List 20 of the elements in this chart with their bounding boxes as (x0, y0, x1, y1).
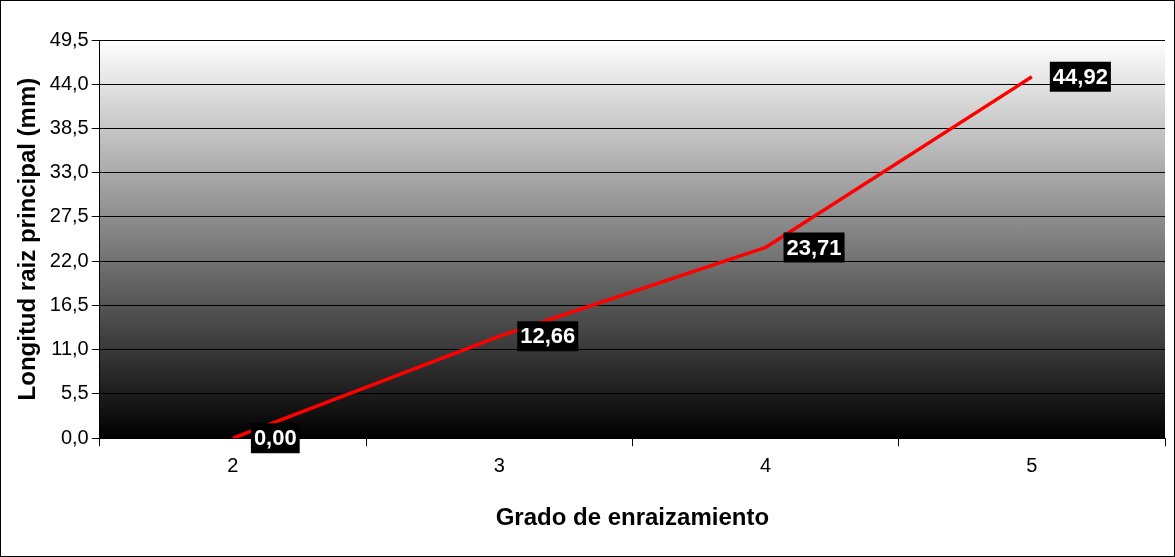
text: 12,66 (520, 323, 576, 349)
text: 0,00 (253, 425, 297, 451)
y-tick-label: 16,5 (49, 292, 89, 315)
x-tick-label: 3 (493, 453, 505, 476)
y-tick-label: 44,0 (49, 71, 89, 94)
x-tick-label: 2 (227, 453, 239, 476)
y-tick-label: 11,0 (51, 337, 89, 360)
y-tick-label: 22,0 (49, 248, 89, 271)
x-tick-label: 4 (759, 453, 772, 476)
y-axis-title: Longitud raiz principal (mm) (13, 77, 41, 401)
x-axis-title: Grado de enraizamiento (495, 503, 770, 531)
y-tick-label: 38,5 (49, 116, 89, 138)
y-tick-label: 0,0 (60, 425, 89, 448)
y-tick-label: 27,5 (49, 204, 89, 227)
x-tick-label: 5 (1026, 453, 1038, 476)
y-tick-label: 33,0 (49, 160, 89, 183)
text: 23,71 (786, 234, 842, 260)
text: 44,92 (1052, 63, 1108, 89)
y-tick-label: 5,5 (60, 381, 89, 404)
y-tick-label: 49,5 (49, 27, 89, 50)
